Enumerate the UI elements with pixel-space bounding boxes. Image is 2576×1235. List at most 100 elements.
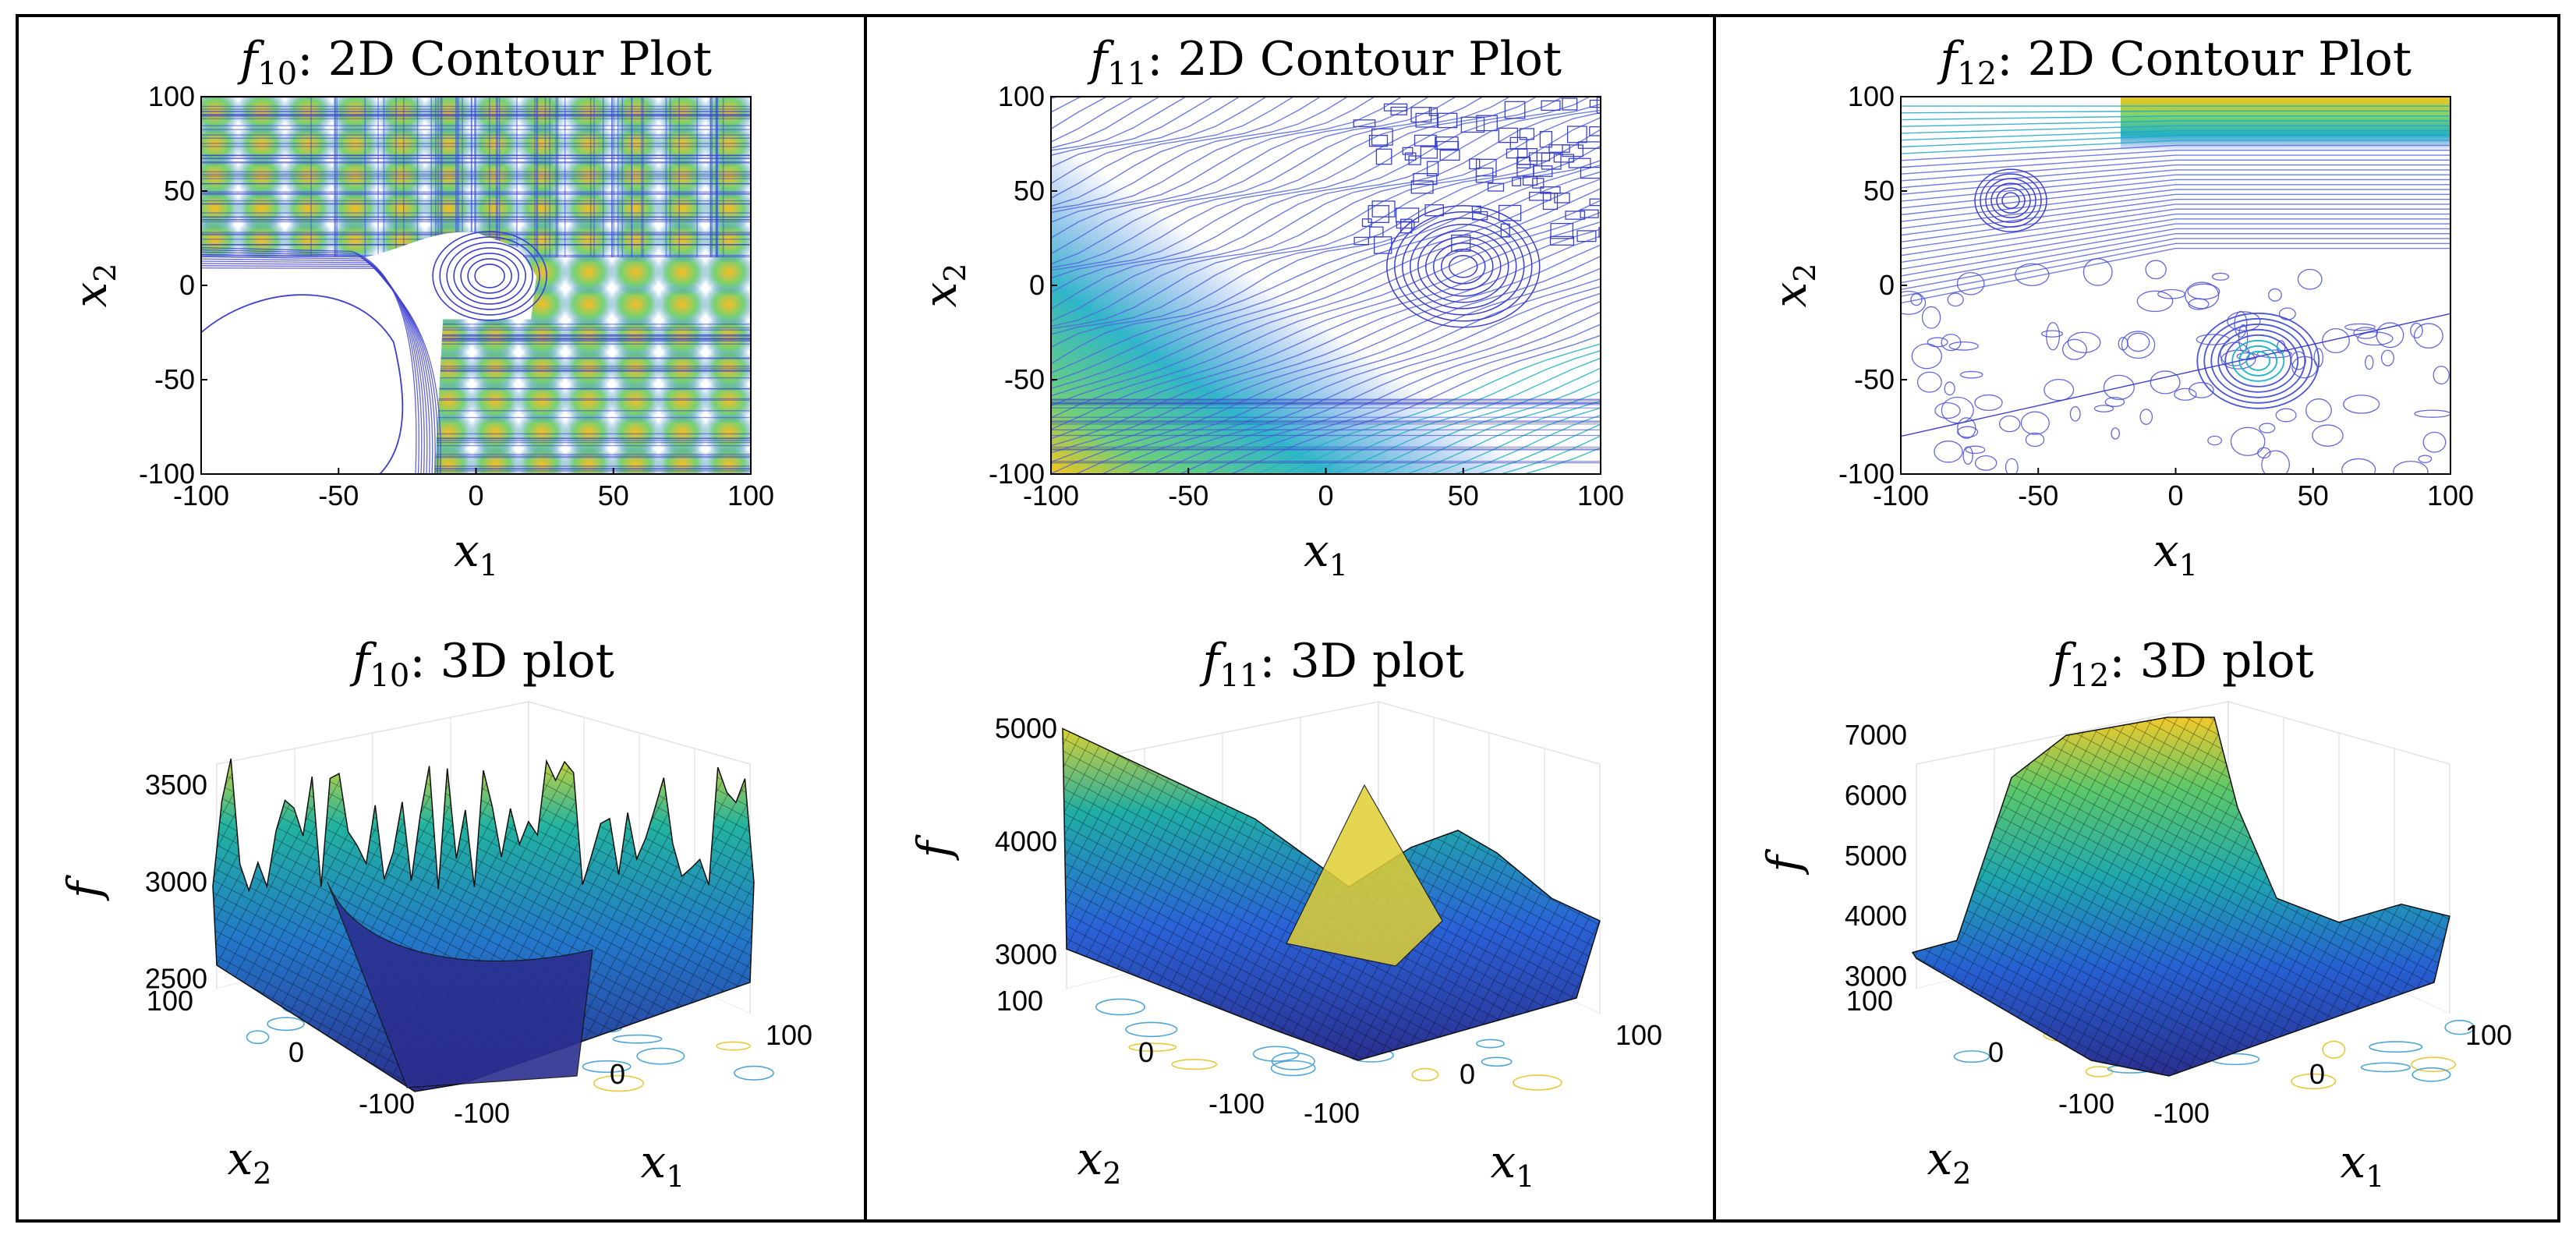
y-axis-label: x2 <box>64 264 122 308</box>
contour-line <box>1410 224 1517 310</box>
contour-line <box>1901 198 2450 236</box>
contour-line <box>1901 228 2450 277</box>
z-tick-label: 5000 <box>1845 840 1907 872</box>
z-tick-label: 4000 <box>995 826 1057 858</box>
contour-line <box>1152 300 1601 474</box>
contour-line <box>1576 230 1597 242</box>
contour-line <box>2413 323 2443 349</box>
contour-line <box>1568 157 1591 168</box>
y-tick-label: -100 <box>1838 458 1895 490</box>
contour-line <box>1901 223 2450 270</box>
z-tick-label: 3000 <box>1845 961 1907 993</box>
contour-line <box>1901 144 2450 161</box>
contour-line <box>1533 165 1553 177</box>
floor-contour <box>2360 1062 2411 1073</box>
contour-line <box>1441 249 1486 285</box>
floor-contour <box>636 1047 685 1065</box>
contour-line <box>2380 349 2394 366</box>
contour-line <box>2046 321 2061 351</box>
contour-line <box>2196 312 2320 409</box>
contour-line <box>2227 311 2261 331</box>
floor-contour <box>1252 1046 1300 1062</box>
contour-line <box>1901 208 2450 249</box>
contour-line <box>1402 147 1414 155</box>
contour-line <box>2376 322 2404 349</box>
contour-line <box>1051 97 1214 156</box>
contour-line <box>1901 238 2450 291</box>
contour-line <box>2020 411 2050 435</box>
contour-line <box>1414 134 1437 147</box>
contour-line <box>446 242 533 310</box>
contour-line <box>1910 293 1923 306</box>
surface-panel-f10: f10: 3D plot 2500 3000 3500 f 100 0 -100 -100 0 10… <box>58 634 812 1194</box>
contour-line <box>1371 128 1393 146</box>
floor-contour <box>2322 1040 2346 1059</box>
contour-line <box>1532 178 1545 189</box>
contour-line <box>1394 211 1533 322</box>
y-tick-label: 100 <box>1846 985 1893 1017</box>
x-tick-label: 0 <box>468 479 483 511</box>
contour-peak <box>655 409 709 456</box>
contour-line <box>2174 387 2197 401</box>
contour-line <box>1475 158 1497 177</box>
contour-line <box>1974 455 1997 471</box>
contour-line <box>1051 188 1601 397</box>
contour-line <box>1435 136 1459 150</box>
contour-line <box>1990 182 2031 218</box>
contour-line <box>1051 97 1430 239</box>
contour-peak <box>655 281 709 328</box>
x-tick-label: 100 <box>2427 479 2474 511</box>
y-tick-label: -100 <box>359 1088 415 1120</box>
contour-line <box>1051 97 1349 210</box>
x-tick-label: -50 <box>1168 479 1208 511</box>
contour-line <box>1051 211 1601 419</box>
contour-line <box>1439 150 1460 161</box>
x-tick-label: -100 <box>1023 479 1079 511</box>
contour-line <box>1051 244 1601 454</box>
z-tick-label: 5000 <box>995 713 1057 745</box>
contour-line <box>1965 445 1986 455</box>
y-tick-label: -100 <box>1208 1088 1265 1120</box>
contour-line <box>1901 150 2450 168</box>
contour-line <box>2268 288 2282 302</box>
contour-line <box>2353 327 2379 339</box>
y-axis-label: x2 <box>1077 1132 1122 1191</box>
contour-line <box>1280 350 1601 474</box>
contour-line <box>2015 263 2050 286</box>
contour-line <box>1255 343 1601 474</box>
contour-line <box>2220 349 2256 370</box>
contour-line <box>1589 198 1601 207</box>
contour-line <box>1901 232 2450 284</box>
y-tick-label: 0 <box>1879 269 1895 301</box>
contour-line <box>1522 176 1538 186</box>
contour-line <box>1901 179 2450 209</box>
y-tick-label: 0 <box>179 269 195 301</box>
contour-line <box>1420 146 1438 159</box>
contour-line <box>2093 405 2114 412</box>
contour-line <box>1562 144 1583 157</box>
contour-line <box>1404 400 1601 474</box>
x-tick-label: 0 <box>1460 1058 1475 1090</box>
contour-panel-f12: f12: 2D Contour Plot -100 -50 0 50 100 -100 -50… <box>1764 32 2474 582</box>
contour-line <box>1452 414 1601 474</box>
contour-line <box>2126 332 2150 352</box>
contour-line <box>1974 394 2003 412</box>
x-axis-label: x1 <box>641 1135 685 1194</box>
contour-line <box>1956 271 1985 295</box>
contour-line <box>1051 164 1601 374</box>
contour-line <box>1498 127 1519 143</box>
contour-line <box>2005 458 2019 474</box>
contour-line <box>1383 103 1408 111</box>
y-tick-label: 0 <box>288 1036 304 1068</box>
contour-line <box>2422 431 2447 453</box>
contour-peak <box>608 409 662 456</box>
x-tick-label: 50 <box>2298 479 2329 511</box>
floor-contour <box>1171 1059 1218 1070</box>
y-tick-label: -50 <box>1854 363 1895 395</box>
y-tick-label: -50 <box>154 363 195 395</box>
contour-line <box>460 253 519 299</box>
contour-line <box>1504 101 1526 119</box>
contour-line <box>201 267 441 474</box>
x-tick-label: 100 <box>2465 1019 2512 1051</box>
contour-peak <box>469 409 522 456</box>
